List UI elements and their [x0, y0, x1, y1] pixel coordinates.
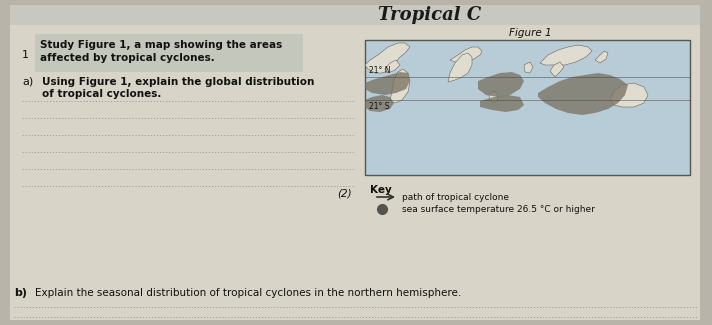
Bar: [35, 34, 303, 72]
Polygon shape: [480, 95, 524, 112]
Polygon shape: [450, 47, 482, 63]
Polygon shape: [538, 73, 628, 115]
Polygon shape: [385, 60, 400, 73]
Text: path of tropical cyclone: path of tropical cyclone: [402, 192, 509, 202]
Text: sea surface temperature 26.5 °C or higher: sea surface temperature 26.5 °C or highe…: [402, 204, 595, 214]
Text: a): a): [22, 77, 33, 87]
Polygon shape: [524, 62, 533, 73]
Bar: [10, 5, 700, 25]
Text: of tropical cyclones.: of tropical cyclones.: [42, 89, 162, 99]
Text: Tropical C: Tropical C: [378, 6, 481, 24]
Polygon shape: [478, 72, 524, 97]
Text: Using Figure 1, explain the global distribution: Using Figure 1, explain the global distr…: [42, 77, 315, 87]
Polygon shape: [365, 43, 410, 73]
Text: (2): (2): [337, 188, 352, 198]
Polygon shape: [595, 51, 608, 63]
Polygon shape: [610, 83, 648, 107]
Text: 21° N: 21° N: [369, 66, 390, 75]
Polygon shape: [489, 91, 498, 103]
Polygon shape: [550, 62, 564, 77]
Text: Study Figure 1, a map showing the areas: Study Figure 1, a map showing the areas: [40, 40, 282, 50]
Text: Key: Key: [370, 185, 392, 195]
Polygon shape: [365, 72, 410, 95]
Text: Figure 1: Figure 1: [508, 28, 551, 38]
Text: 21° S: 21° S: [369, 102, 389, 111]
Text: 1: 1: [22, 50, 29, 60]
Polygon shape: [390, 69, 410, 103]
Polygon shape: [540, 45, 592, 65]
Text: Explain the seasonal distribution of tropical cyclones in the northern hemispher: Explain the seasonal distribution of tro…: [35, 288, 461, 298]
Polygon shape: [448, 53, 472, 82]
Bar: [365, 40, 690, 175]
Polygon shape: [365, 95, 394, 112]
Text: affected by tropical cyclones.: affected by tropical cyclones.: [40, 53, 215, 63]
Text: b): b): [14, 288, 27, 298]
